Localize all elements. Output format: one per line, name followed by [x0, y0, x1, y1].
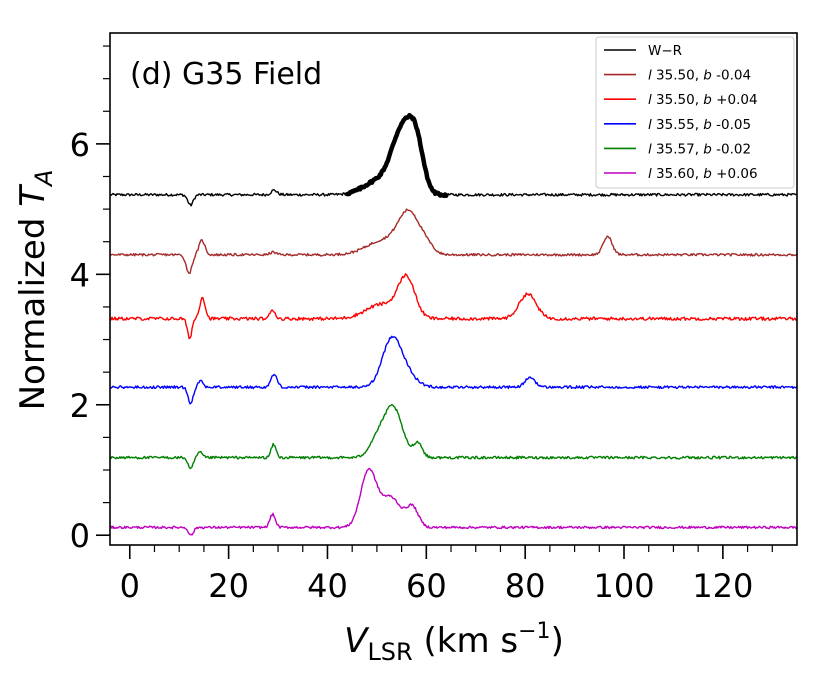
legend-label-5: l 35.60, b +0.06 [648, 166, 758, 182]
spectra-traces [109, 112, 798, 536]
x-tick-label: 120 [692, 567, 753, 605]
y-axis-title: Normalized TA [13, 170, 58, 411]
panel-label: (d) G35 Field [130, 57, 322, 92]
plot-frame [109, 32, 798, 546]
y-tick-label: 4 [70, 256, 90, 294]
series-line-0 [109, 115, 798, 207]
series-line-3 [109, 335, 798, 405]
x-tick-label: 60 [406, 567, 447, 605]
series-line-1 [109, 208, 798, 275]
legend-label-4: l 35.57, b -0.02 [648, 141, 751, 157]
y-tick-label: 0 [70, 517, 90, 555]
x-tick-label: 80 [505, 567, 546, 605]
x-tick-label: 0 [120, 567, 140, 605]
series-line-bold-segment [344, 112, 449, 199]
legend-label-3: l 35.55, b -0.05 [648, 117, 751, 133]
series-line-5 [109, 467, 798, 536]
x-tick-label: 40 [307, 567, 348, 605]
x-tick-label: 20 [208, 567, 249, 605]
legend-label-1: l 35.50, b -0.04 [648, 68, 751, 84]
legend-label-2: l 35.50, b +0.04 [648, 92, 758, 108]
y-tick-label: 6 [70, 126, 90, 164]
x-tick-label: 100 [593, 567, 654, 605]
legend-label-0: W−R [648, 43, 682, 59]
legend-box [595, 36, 795, 189]
y-tick-label: 2 [70, 387, 90, 425]
x-axis-title: VLSR (km s−1) [344, 619, 564, 666]
series-line-2 [109, 273, 798, 340]
legend: W−R l 35.50, b -0.04 l 35.50, b +0.04 l 35.… [595, 36, 795, 189]
series-line-4 [109, 404, 798, 470]
axis-ticks: 0 20 40 60 80 100 120 0 2 4 6 [70, 45, 773, 605]
